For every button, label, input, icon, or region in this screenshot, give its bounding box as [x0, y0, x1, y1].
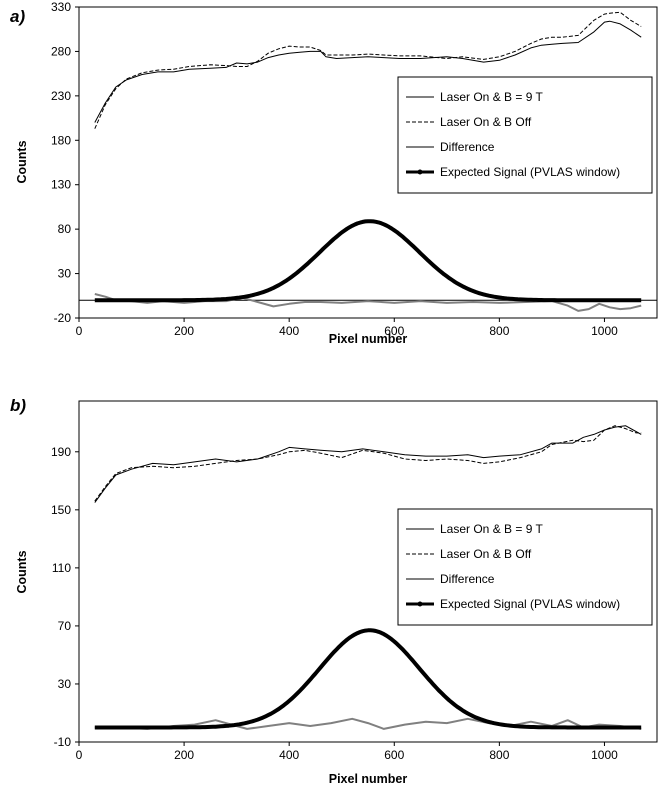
y-tick-label: 110: [52, 561, 71, 575]
y-tick-label: 30: [58, 267, 72, 281]
legend-label: Laser On & B Off: [440, 115, 532, 129]
y-tick-label: 180: [51, 133, 71, 147]
panel-a-y-axis-title: Counts: [15, 140, 29, 183]
y-tick-label: 80: [58, 222, 72, 236]
panel-a-y-ticks: -20 30 80 130 180 230 280 330: [51, 0, 79, 325]
series-line-expected-signal-pvlas-window: [94, 628, 642, 730]
y-tick-label: -20: [54, 311, 72, 325]
y-tick-label: 130: [51, 178, 71, 192]
x-tick-label: 200: [174, 748, 194, 762]
x-tick-label: 600: [384, 748, 404, 762]
panel-b: b) -10 30 70 110 150 190 0 200 400 600 800 1000 Pi…: [10, 396, 658, 786]
panel-a-x-ticks: 0 200 400 600 800 1000: [76, 318, 618, 338]
panel-a-x-axis-title: Pixel number: [329, 332, 408, 346]
series-line-laser-on-b-9-t: [94, 20, 642, 123]
x-tick-label: 400: [279, 324, 299, 338]
panel-b-x-ticks: 0 200 400 600 800 1000: [76, 742, 618, 762]
panel-a-legend-box: [397, 76, 653, 194]
series-line-expected-signal-pvlas-window: [94, 219, 642, 303]
y-tick-label: 230: [51, 89, 71, 103]
legend-marker: [417, 601, 423, 607]
legend-label: Difference: [440, 140, 495, 154]
legend-marker: [417, 169, 423, 175]
panel-a-series: [94, 11, 642, 312]
legend-label: Difference: [440, 572, 495, 586]
panel-b-y-ticks: -10 30 70 110 150 190: [51, 445, 79, 749]
panel-b-x-axis-title: Pixel number: [329, 772, 408, 786]
x-tick-label: 200: [174, 324, 194, 338]
x-tick-label: 800: [489, 324, 509, 338]
panel-b-legend-box: [397, 508, 653, 626]
series-line-laser-on-b-off: [94, 425, 642, 502]
legend-label: Expected Signal (PVLAS window): [440, 165, 620, 179]
legend-label: Laser On & B Off: [440, 547, 532, 561]
panel-a-legend: Laser On & B = 9 T Laser On & B Off Differ…: [397, 76, 653, 194]
y-tick-label: 30: [58, 677, 72, 691]
x-tick-label: 0: [76, 748, 83, 762]
panel-b-label: b): [10, 396, 26, 415]
series-line-difference: [94, 717, 642, 730]
panel-b-series: [94, 425, 642, 730]
y-tick-label: 330: [51, 0, 71, 14]
x-tick-label: 1000: [591, 324, 618, 338]
legend-label: Expected Signal (PVLAS window): [440, 597, 620, 611]
x-tick-label: 600: [384, 324, 404, 338]
x-tick-label: 1000: [591, 748, 618, 762]
panel-b-y-axis-title: Counts: [15, 550, 29, 593]
y-tick-label: 280: [51, 44, 71, 58]
y-tick-label: 150: [51, 503, 71, 517]
series-line-laser-on-b-9-t: [94, 425, 642, 503]
x-tick-label: 400: [279, 748, 299, 762]
legend-label: Laser On & B = 9 T: [440, 522, 544, 536]
panel-a: a) -20 30 80 130 180 230 280 330 0 200 400 600 800 1…: [10, 0, 658, 346]
series-line-laser-on-b-off: [94, 11, 642, 129]
y-tick-label: 70: [58, 619, 72, 633]
y-tick-label: 190: [51, 445, 71, 459]
x-tick-label: 800: [489, 748, 509, 762]
legend-label: Laser On & B = 9 T: [440, 90, 544, 104]
panel-b-legend: Laser On & B = 9 T Laser On & B Off Differ…: [397, 508, 653, 626]
y-tick-label: -10: [54, 735, 72, 749]
x-tick-label: 0: [76, 324, 83, 338]
panel-a-label: a): [10, 7, 25, 26]
